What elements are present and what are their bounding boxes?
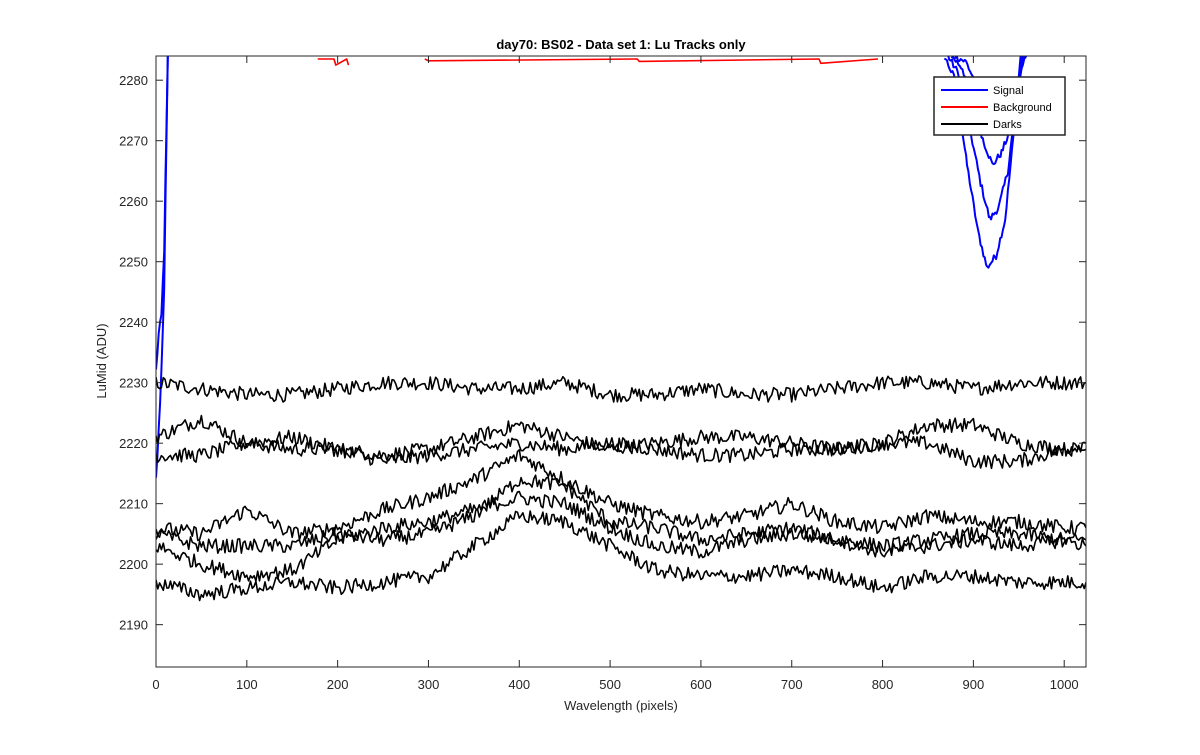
series-line-darks-8 (156, 375, 1086, 403)
y-tick-label: 2240 (119, 315, 148, 330)
y-tick-label: 2220 (119, 436, 148, 451)
legend-label-background: Background (993, 102, 1052, 114)
x-tick-label: 400 (508, 677, 530, 692)
plot-background (156, 56, 1086, 667)
y-tick-label: 2200 (119, 557, 148, 572)
series-line-darks-13 (156, 490, 1086, 583)
x-tick-label: 600 (690, 677, 712, 692)
x-tick-label: 0 (152, 677, 159, 692)
x-axis-label: Wavelength (pixels) (564, 698, 678, 713)
chart-title: day70: BS02 - Data set 1: Lu Tracks only (496, 37, 746, 52)
y-axis-label: LuMid (ADU) (94, 323, 109, 398)
y-tick-label: 2280 (119, 73, 148, 88)
series-line-background-6 (317, 58, 350, 66)
series-line-darks-11 (156, 449, 1086, 542)
x-tick-label: 900 (963, 677, 985, 692)
x-tick-label: 200 (327, 677, 349, 692)
x-tick-label: 500 (599, 677, 621, 692)
legend-label-signal: Signal (993, 85, 1024, 97)
series-line-darks-14 (156, 510, 1086, 602)
y-tick-label: 2210 (119, 497, 148, 512)
y-tick-label: 2250 (119, 255, 148, 270)
series-line-darks-10 (156, 429, 1086, 470)
x-tick-label: 1000 (1050, 677, 1079, 692)
y-tick-label: 2270 (119, 134, 148, 149)
y-tick-label: 2230 (119, 376, 148, 391)
axes-layer: 0 100 200 300 400 500 600 700 800 900 1000 2190 2200… (119, 55, 1087, 692)
legend-label-darks: Darks (993, 119, 1022, 131)
x-tick-label: 700 (781, 677, 803, 692)
x-tick-label: 800 (872, 677, 894, 692)
y-tick-label: 2190 (119, 618, 148, 633)
y-tick-label: 2260 (119, 194, 148, 209)
legend: Signal Background Darks (933, 76, 1066, 136)
axes-box (155, 55, 1087, 668)
x-tick-label: 300 (418, 677, 440, 692)
x-tick-label: 100 (236, 677, 258, 692)
